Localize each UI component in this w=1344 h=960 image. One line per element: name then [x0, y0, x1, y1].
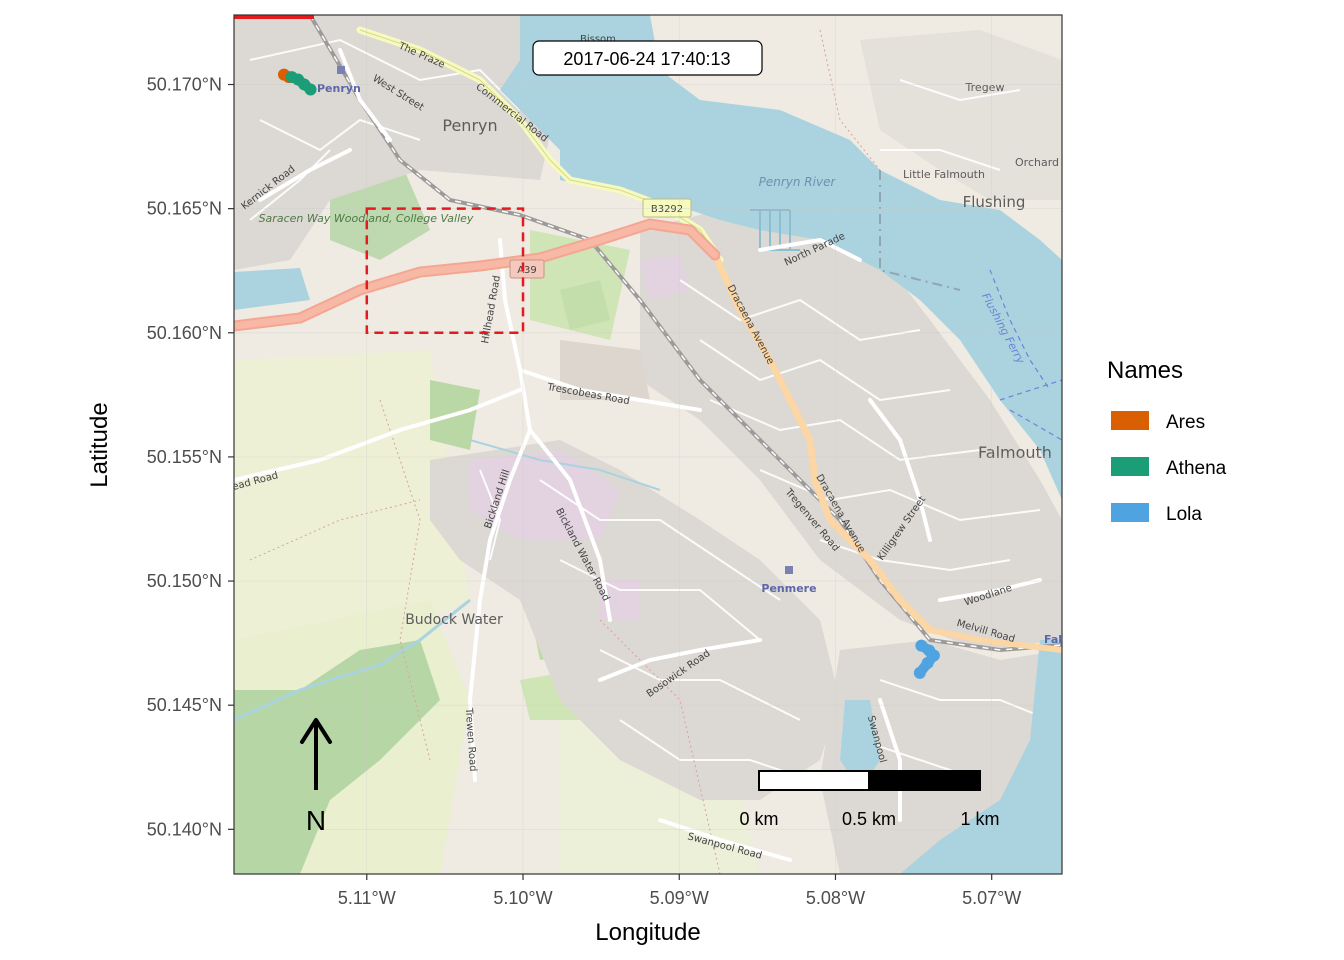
place-label-orchard: Orchard — [1015, 156, 1059, 169]
station-markers — [337, 66, 793, 574]
river — [234, 598, 471, 722]
scale-label-1: 1 km — [960, 809, 999, 829]
road-label-bissom: Bissom — [580, 34, 616, 45]
x-tick-label: 5.08°W — [806, 888, 865, 908]
y-axis: 50.170°N 50.165°N 50.160°N 50.155°N 50.150°N… — [147, 75, 234, 839]
y-tick-label: 50.140°N — [147, 819, 222, 839]
x-tick-label: 5.09°W — [650, 888, 709, 908]
water-label-penryn-river: Penryn River — [759, 175, 837, 189]
gridlines — [234, 15, 1062, 874]
top-edge-overlay — [234, 15, 314, 19]
track-athena — [285, 71, 317, 96]
y-tick-label: 50.155°N — [147, 447, 222, 467]
legend-swatch — [1111, 411, 1149, 430]
track-lola — [913, 639, 940, 679]
y-tick-label: 50.160°N — [147, 323, 222, 343]
map-panel: B3292 A39 Penryn Falmouth Flushing Budoc… — [234, 15, 1062, 874]
place-label-budock-water: Budock Water — [405, 612, 503, 628]
road-label-trewen-road: Trewen Road — [463, 707, 478, 772]
legend-entry-lola: Lola — [1111, 503, 1202, 525]
legend-label: Lola — [1166, 504, 1202, 525]
tracks — [277, 68, 940, 679]
timestamp-label: 2017-06-24 17:40:13 — [532, 40, 763, 76]
place-label-tregew: Tregew — [965, 81, 1005, 94]
dracaena-avenue — [711, 251, 934, 634]
station-label-penmere: Penmere — [761, 582, 816, 595]
x-tick-label: 5.11°W — [338, 888, 396, 908]
place-label-penryn: Penryn — [442, 116, 497, 135]
scale-label-half: 0.5 km — [842, 809, 896, 829]
legend-swatch — [1111, 503, 1149, 522]
y-tick-label: 50.165°N — [147, 199, 222, 219]
station-label-fal: Fal — [1044, 633, 1062, 646]
estuary-boundary — [879, 170, 961, 291]
place-label-little-falmouth: Little Falmouth — [903, 168, 985, 181]
melvill-road — [927, 627, 1062, 653]
legend-swatch — [1111, 457, 1149, 476]
x-axis-title: Longitude — [595, 919, 700, 946]
track-point — [304, 83, 317, 96]
park-label-saracen-way: Saracen Way Woodland, College Valley — [259, 212, 474, 225]
station-label-penryn: Penryn — [317, 82, 361, 95]
x-axis: 5.11°W 5.10°W 5.09°W 5.08°W 5.07°W — [338, 874, 1021, 908]
svg-text:2017-06-24 17:40:13: 2017-06-24 17:40:13 — [563, 49, 730, 69]
svg-text:B3292: B3292 — [651, 204, 683, 215]
x-tick-label: 5.07°W — [962, 888, 1021, 908]
y-tick-label: 50.145°N — [147, 695, 222, 715]
legend: Names Ares Athena Lola — [1107, 357, 1227, 525]
north-arrow-label: N — [306, 805, 326, 836]
scale-bar: 0 km 0.5 km 1 km — [739, 770, 1000, 829]
road-shield-a39: A39 — [509, 259, 545, 279]
y-axis-title: Latitude — [86, 402, 113, 487]
road-shield-b3292: B3292 — [642, 198, 692, 218]
water-bodies — [234, 15, 1062, 874]
svg-text:A39: A39 — [517, 265, 537, 276]
legend-entry-ares: Ares — [1111, 411, 1205, 433]
legend-entries: Ares Athena Lola — [1111, 411, 1227, 525]
highlight-box — [365, 207, 525, 335]
legend-entry-athena: Athena — [1111, 457, 1227, 479]
railway — [308, 15, 1062, 653]
stream — [469, 439, 661, 491]
place-label-falmouth: Falmouth — [978, 443, 1052, 462]
y-tick-label: 50.150°N — [147, 571, 222, 591]
x-tick-label: 5.10°W — [493, 888, 552, 908]
panel-border — [233, 14, 1063, 875]
ferry-route — [989, 269, 1062, 441]
marina — [750, 209, 800, 251]
track-point — [921, 656, 934, 669]
place-label-flushing: Flushing — [963, 193, 1026, 211]
legend-label: Ares — [1166, 412, 1205, 433]
legend-title: Names — [1107, 357, 1183, 384]
legend-label: Athena — [1166, 458, 1227, 479]
north-arrow: N — [300, 718, 332, 836]
boundaries — [249, 29, 881, 874]
track-point — [913, 666, 926, 679]
minor-roads — [234, 48, 1042, 862]
y-tick-label: 50.170°N — [147, 75, 222, 95]
scale-label-0: 0 km — [739, 809, 778, 829]
